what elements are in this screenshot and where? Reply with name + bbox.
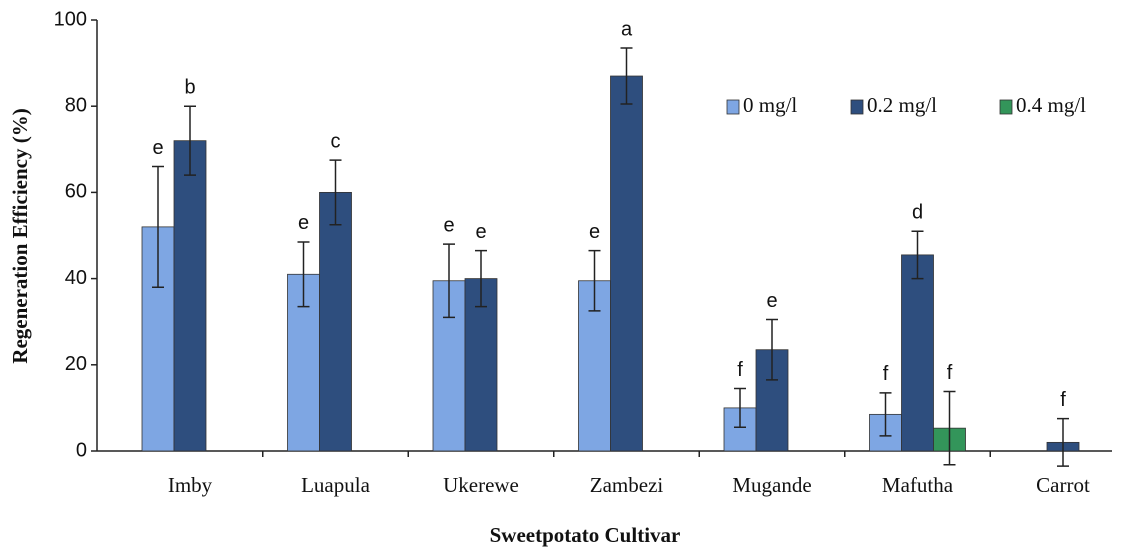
significance-letter: b — [184, 76, 195, 98]
significance-letter: e — [589, 221, 600, 243]
x-tick-label: Zambezi — [590, 473, 664, 497]
legend-swatch — [850, 99, 864, 115]
y-axis-title: Regeneration Efficiency (%) — [8, 108, 32, 363]
error-bar — [911, 230, 924, 280]
significance-letter: e — [298, 212, 309, 234]
legend-label: 0.4 mg/l — [1016, 93, 1086, 117]
bar — [901, 254, 934, 452]
legend-label: 0.2 mg/l — [867, 93, 937, 117]
error-bar — [734, 387, 746, 429]
error-bar — [943, 390, 956, 466]
legend-swatch — [999, 99, 1013, 115]
significance-letter: e — [475, 221, 486, 243]
x-axis-title: Sweetpotato Cultivar — [490, 523, 681, 547]
legend-label: 0 mg/l — [743, 93, 797, 117]
x-tick-label: Luapula — [301, 473, 370, 497]
y-tick-label: 0 — [76, 439, 87, 461]
bar — [432, 280, 466, 452]
error-bar — [329, 159, 342, 226]
y-tick-label: 40 — [65, 267, 87, 289]
significance-letter: c — [331, 130, 341, 152]
error-bar — [475, 249, 487, 308]
x-tick-label: Mafutha — [882, 473, 954, 497]
error-bar — [879, 392, 892, 437]
bar — [173, 140, 207, 452]
error-bar — [297, 241, 310, 308]
error-bar — [184, 105, 196, 176]
x-tick-label: Imby — [168, 473, 213, 497]
error-bar — [588, 249, 601, 312]
significance-letter: a — [621, 18, 633, 40]
y-tick-label: 100 — [54, 8, 87, 30]
y-tick-label: 80 — [65, 94, 87, 116]
significance-letter: f — [1060, 389, 1066, 411]
y-tick-label: 20 — [65, 353, 87, 375]
x-tick-label: Mugande — [732, 473, 811, 497]
significance-letter: e — [152, 137, 163, 159]
bar — [319, 191, 352, 452]
error-bar — [620, 47, 633, 105]
error-bar — [1057, 417, 1069, 467]
significance-letter: e — [443, 214, 454, 236]
y-tick-label: 60 — [65, 181, 87, 203]
error-bar — [443, 243, 455, 319]
bar — [610, 75, 643, 452]
x-tick-label: Ukerewe — [443, 473, 519, 497]
error-bar — [766, 318, 778, 381]
significance-letter: f — [737, 359, 743, 381]
legend-swatch — [726, 99, 740, 115]
significance-letter: f — [883, 363, 889, 385]
significance-letter: f — [947, 362, 953, 384]
significance-letter: d — [912, 201, 923, 223]
error-bar — [152, 165, 164, 288]
x-tick-label: Carrot — [1036, 473, 1090, 497]
significance-letter: e — [766, 290, 777, 312]
